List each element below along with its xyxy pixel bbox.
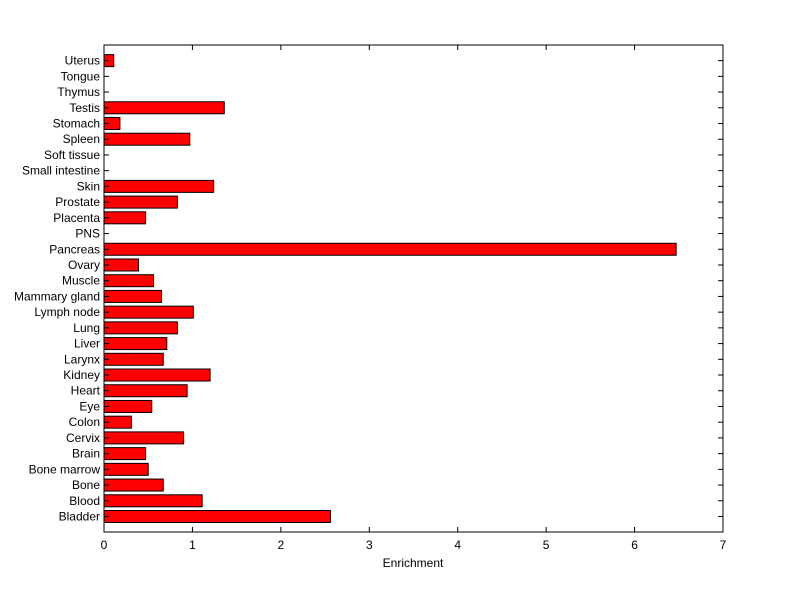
y-tick-label-uterus: Uterus bbox=[65, 54, 100, 68]
bar-bladder bbox=[103, 510, 331, 523]
y-tick-label-muscle: Muscle bbox=[62, 274, 100, 288]
y-tick-label-small-intestine: Small intestine bbox=[22, 164, 100, 178]
x-tick-label-6: 6 bbox=[631, 538, 638, 552]
bar-lymph-node bbox=[103, 305, 194, 319]
bar-larynx bbox=[103, 352, 164, 366]
y-tick-label-thymus: Thymus bbox=[57, 85, 100, 99]
x-tick-label-3: 3 bbox=[366, 538, 373, 552]
y-tick-label-skin: Skin bbox=[77, 179, 100, 193]
bar-bone bbox=[103, 478, 164, 492]
bar-heart bbox=[103, 384, 188, 398]
x-axis-label: Enrichment bbox=[383, 556, 444, 570]
y-tick-label-lung: Lung bbox=[73, 321, 100, 335]
bar-mammary-gland bbox=[103, 289, 162, 303]
y-tick-label-larynx: Larynx bbox=[64, 352, 100, 366]
bar-kidney bbox=[103, 368, 211, 382]
x-tick-label-2: 2 bbox=[278, 538, 285, 552]
y-tick-label-kidney: Kidney bbox=[63, 368, 100, 382]
bar-liver bbox=[103, 337, 168, 351]
y-tick-label-spleen: Spleen bbox=[63, 132, 100, 146]
y-tick-label-bone: Bone bbox=[72, 478, 100, 492]
y-tick-label-pancreas: Pancreas bbox=[49, 242, 100, 256]
y-tick-label-liver: Liver bbox=[74, 337, 100, 351]
x-tick-label-5: 5 bbox=[543, 538, 550, 552]
bar-cervix bbox=[103, 431, 185, 445]
bar-brain bbox=[103, 447, 147, 461]
y-tick-label-soft-tissue: Soft tissue bbox=[44, 148, 100, 162]
y-tick-label-brain: Brain bbox=[72, 447, 100, 461]
bars-layer bbox=[103, 54, 677, 523]
bar-testis bbox=[103, 101, 225, 115]
y-tick-label-testis: Testis bbox=[69, 101, 100, 115]
y-tick-label-placenta: Placenta bbox=[53, 211, 100, 225]
x-tick-label-1: 1 bbox=[189, 538, 196, 552]
bar-ovary bbox=[103, 258, 139, 272]
bar-skin bbox=[103, 179, 215, 193]
y-tick-label-cervix: Cervix bbox=[66, 431, 100, 445]
y-tick-label-stomach: Stomach bbox=[53, 117, 100, 131]
y-tick-label-heart: Heart bbox=[71, 384, 101, 398]
bar-eye bbox=[103, 399, 153, 413]
x-tick-label-0: 0 bbox=[101, 538, 108, 552]
y-tick-label-bladder: Bladder bbox=[59, 510, 100, 524]
bar-blood bbox=[103, 494, 203, 508]
y-tick-label-ovary: Ovary bbox=[68, 258, 100, 272]
y-tick-label-mammary-gland: Mammary gland bbox=[14, 289, 100, 303]
bar-lung bbox=[103, 321, 178, 335]
x-tick-label-4: 4 bbox=[454, 538, 461, 552]
bar-muscle bbox=[103, 274, 155, 288]
y-tick-label-colon: Colon bbox=[69, 415, 100, 429]
bar-pancreas bbox=[103, 242, 677, 256]
y-tick-label-eye: Eye bbox=[79, 399, 100, 413]
bar-prostate bbox=[103, 195, 178, 209]
y-tick-label-tongue: Tongue bbox=[61, 69, 101, 83]
plot-frame bbox=[103, 44, 724, 533]
y-tick-label-bone-marrow: Bone marrow bbox=[29, 462, 101, 476]
y-tick-label-blood: Blood bbox=[69, 494, 100, 508]
y-tick-label-prostate: Prostate bbox=[55, 195, 100, 209]
x-tick-label-7: 7 bbox=[720, 538, 727, 552]
bar-bone-marrow bbox=[103, 462, 149, 476]
y-tick-label-lymph-node: Lymph node bbox=[34, 305, 100, 319]
bar-placenta bbox=[103, 211, 147, 225]
y-tick-label-pns: PNS bbox=[75, 227, 100, 241]
bar-spleen bbox=[103, 132, 191, 146]
